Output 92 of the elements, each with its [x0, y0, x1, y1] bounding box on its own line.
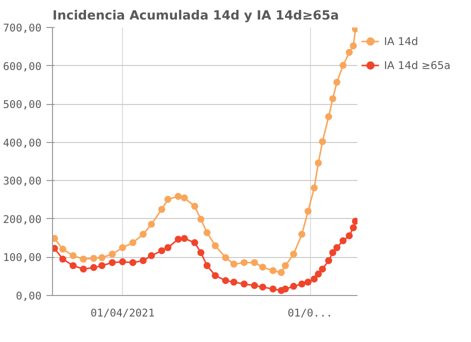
- point: [129, 259, 136, 266]
- point: [325, 113, 332, 120]
- point: [350, 224, 357, 232]
- point: [282, 262, 289, 270]
- point: [191, 239, 198, 246]
- point: [52, 234, 58, 242]
- point: [80, 256, 87, 263]
- point: [259, 264, 266, 271]
- point: [240, 280, 248, 288]
- point: [180, 194, 188, 202]
- point: [204, 229, 211, 236]
- point: [212, 242, 219, 250]
- point: [90, 264, 98, 272]
- y-tick-label: 100,00: [3, 251, 42, 264]
- point: [352, 218, 358, 225]
- y-tick-label: 400,00: [3, 136, 42, 150]
- point: [59, 256, 66, 263]
- point: [230, 260, 238, 268]
- point: [329, 249, 336, 256]
- point: [212, 272, 219, 280]
- point: [222, 277, 230, 284]
- point: [352, 28, 358, 33]
- point: [98, 254, 106, 262]
- point: [197, 249, 204, 256]
- point: [140, 230, 147, 238]
- point: [119, 244, 126, 252]
- point: [329, 95, 336, 102]
- point: [140, 257, 147, 264]
- point: [304, 278, 312, 286]
- point: [318, 266, 326, 273]
- point: [290, 282, 298, 290]
- point: [346, 232, 353, 240]
- legend-label: IA 14d: [384, 34, 418, 48]
- point: [230, 278, 238, 286]
- point: [222, 254, 230, 262]
- point: [204, 262, 211, 270]
- point: [290, 250, 298, 258]
- y-tick-label: 0,00: [16, 290, 42, 302]
- point: [129, 239, 136, 246]
- point: [270, 285, 277, 292]
- point: [314, 160, 322, 167]
- point: [250, 282, 258, 290]
- chart-title: Incidencia Acumulada 14d y IA 14d≥65a: [52, 8, 339, 22]
- y-tick-label: 500,00: [3, 98, 42, 112]
- point: [318, 138, 326, 146]
- point: [164, 196, 172, 203]
- point: [259, 284, 266, 291]
- point: [340, 237, 347, 244]
- y-tick-label: 700,00: [3, 22, 42, 34]
- point: [350, 42, 357, 50]
- point: [325, 257, 332, 264]
- point: [59, 246, 66, 253]
- point: [270, 267, 277, 274]
- y-tick-label: 200,00: [3, 212, 42, 226]
- legend-label: IA 14d ≥65a: [384, 58, 451, 72]
- point: [148, 220, 155, 228]
- point: [119, 258, 126, 266]
- point: [158, 247, 166, 254]
- point: [158, 206, 166, 213]
- y-tick-label: 300,00: [3, 174, 42, 188]
- point: [197, 216, 204, 223]
- point: [80, 266, 87, 273]
- point: [108, 250, 116, 258]
- point: [90, 254, 98, 262]
- point: [164, 244, 172, 252]
- point: [108, 259, 116, 266]
- point: [250, 259, 258, 266]
- point: [310, 276, 318, 283]
- point: [148, 252, 155, 260]
- point: [333, 244, 340, 252]
- point: [52, 244, 58, 252]
- y-tick-label: 600,00: [3, 60, 42, 73]
- point: [298, 230, 306, 238]
- point: [278, 269, 285, 276]
- point: [340, 62, 347, 69]
- x-tick-label: 01/0...: [288, 306, 333, 320]
- point: [282, 285, 289, 292]
- point: [191, 202, 198, 210]
- point: [70, 252, 77, 260]
- point: [310, 184, 318, 192]
- point: [174, 192, 182, 200]
- point: [314, 270, 322, 278]
- point: [70, 262, 77, 270]
- point: [240, 259, 248, 266]
- point: [180, 234, 188, 242]
- point: [333, 78, 340, 86]
- point: [298, 280, 306, 288]
- point: [304, 208, 312, 215]
- point: [98, 262, 106, 270]
- point: [346, 48, 353, 56]
- point: [174, 236, 182, 243]
- x-tick-label: 01/04/2021: [90, 306, 155, 320]
